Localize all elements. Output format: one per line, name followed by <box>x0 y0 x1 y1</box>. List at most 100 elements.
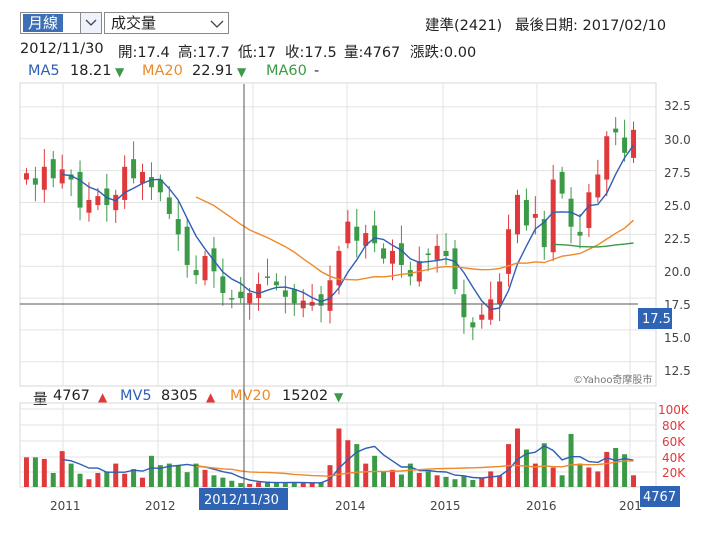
candle-body <box>354 226 360 241</box>
volume-bar <box>157 465 163 487</box>
price-tick: 32.5 <box>664 99 691 113</box>
mv20-value: 15202 <box>282 388 329 404</box>
candle-body <box>506 229 512 274</box>
volume-bar <box>104 471 110 487</box>
volume-bar <box>166 463 172 487</box>
ma5-trend-arrow: ▼ <box>115 65 125 79</box>
price-tick: 22.5 <box>664 232 691 246</box>
vol-label: 量 <box>33 392 48 408</box>
crosshair-price: 17.5 <box>642 312 671 327</box>
indicator-select[interactable]: 成交量 <box>104 12 229 34</box>
candlesticks <box>23 117 637 341</box>
price-tick: 12.5 <box>664 364 691 378</box>
period-select[interactable]: 月線 <box>20 12 102 34</box>
stock-name: 建準(2421) <box>425 18 503 34</box>
chevron-down-icon <box>210 16 224 30</box>
year-tick: 201 <box>619 499 642 513</box>
vol-trend-arrow: ▲ <box>98 390 108 404</box>
volume-bar <box>256 482 262 487</box>
candle-body <box>184 226 190 265</box>
volume-bars <box>23 428 637 487</box>
ma5-value: 18.21 <box>70 63 112 79</box>
volume-bar <box>416 472 422 487</box>
candle-body <box>470 322 476 328</box>
candle-body <box>363 233 369 246</box>
candle-body <box>95 196 101 206</box>
volume-bar <box>381 471 387 487</box>
volume-bar <box>568 433 574 487</box>
candle-body <box>541 219 547 248</box>
volume-bar <box>41 458 47 487</box>
volume-bar <box>140 477 146 487</box>
volume-bar <box>113 463 119 487</box>
volume-bar <box>68 463 74 487</box>
indicator-select-value: 成交量 <box>111 14 157 32</box>
volume-bar <box>604 451 610 487</box>
candle-body <box>443 250 449 257</box>
time-axis: 2011 2012 2014 2015 2016 201 <box>50 499 642 513</box>
period-select-value: 月線 <box>23 14 64 32</box>
candle-body <box>479 314 485 320</box>
candle-body <box>50 159 56 179</box>
volume-bar <box>407 463 413 487</box>
volume-bar <box>59 451 65 487</box>
crosshair-date-tag <box>199 488 288 510</box>
candle-body <box>461 294 467 318</box>
year-tick: 2014 <box>335 499 366 513</box>
volume-bar <box>577 463 583 487</box>
volume-bar <box>345 440 351 487</box>
volume-bar <box>622 454 628 487</box>
last-date: 最後日期: 2017/02/10 <box>515 18 667 34</box>
mv5-line <box>62 444 634 484</box>
volume-bar <box>452 479 458 487</box>
candle-body <box>41 166 47 190</box>
candle-body <box>318 294 324 306</box>
volume-bar <box>238 483 244 487</box>
candle-body <box>523 199 529 226</box>
ohlc-low: 低:17 <box>238 45 276 61</box>
candle-body <box>291 289 297 304</box>
candle-body <box>345 221 351 244</box>
candle-body <box>622 137 628 153</box>
candle-body <box>68 174 74 180</box>
candle-body <box>577 231 583 236</box>
crosshair-volume-tag <box>640 486 680 507</box>
candle-body <box>595 174 601 198</box>
candle-body <box>550 179 556 253</box>
volume-bar <box>265 481 271 487</box>
volume-bar <box>220 477 226 487</box>
price-tick: 20.0 <box>664 265 691 279</box>
volume-bar <box>479 477 485 487</box>
volume-bar <box>363 463 369 487</box>
volume-bar <box>229 480 235 487</box>
mv5-label: MV5 <box>120 388 152 404</box>
volume-bar <box>550 467 556 487</box>
volume-bar <box>175 465 181 487</box>
watermark: ©Yahoo奇摩股市 <box>573 373 652 386</box>
volume-bar <box>95 472 101 487</box>
ma20-trend-arrow: ▼ <box>237 65 247 79</box>
volume-bar <box>282 483 288 487</box>
volume-bar <box>131 469 137 487</box>
ohlc-open: 開:17.4 <box>118 45 170 61</box>
ohlc-date: 2012/11/30 <box>20 41 104 57</box>
volume-bar <box>50 472 56 487</box>
candle-body <box>425 253 431 255</box>
candle-body <box>336 250 342 286</box>
volume-bar <box>273 482 279 487</box>
volume-bar <box>488 471 494 487</box>
crosshair-volume: 4767 <box>643 490 676 505</box>
ma20-line <box>195 196 634 281</box>
candle-body <box>265 276 271 278</box>
candle-body <box>604 136 610 180</box>
candle-body <box>113 194 119 211</box>
mv20-line <box>196 460 634 478</box>
volume-tick: 60K <box>662 435 686 449</box>
ma20-value: 22.91 <box>192 63 234 79</box>
mv5-trend-arrow: ▲ <box>206 390 216 404</box>
crosshair-date: 2012/11/30 <box>204 493 279 508</box>
candle-body <box>381 248 387 259</box>
volume-tick: 20K <box>662 466 686 480</box>
volume-bar <box>434 475 440 487</box>
